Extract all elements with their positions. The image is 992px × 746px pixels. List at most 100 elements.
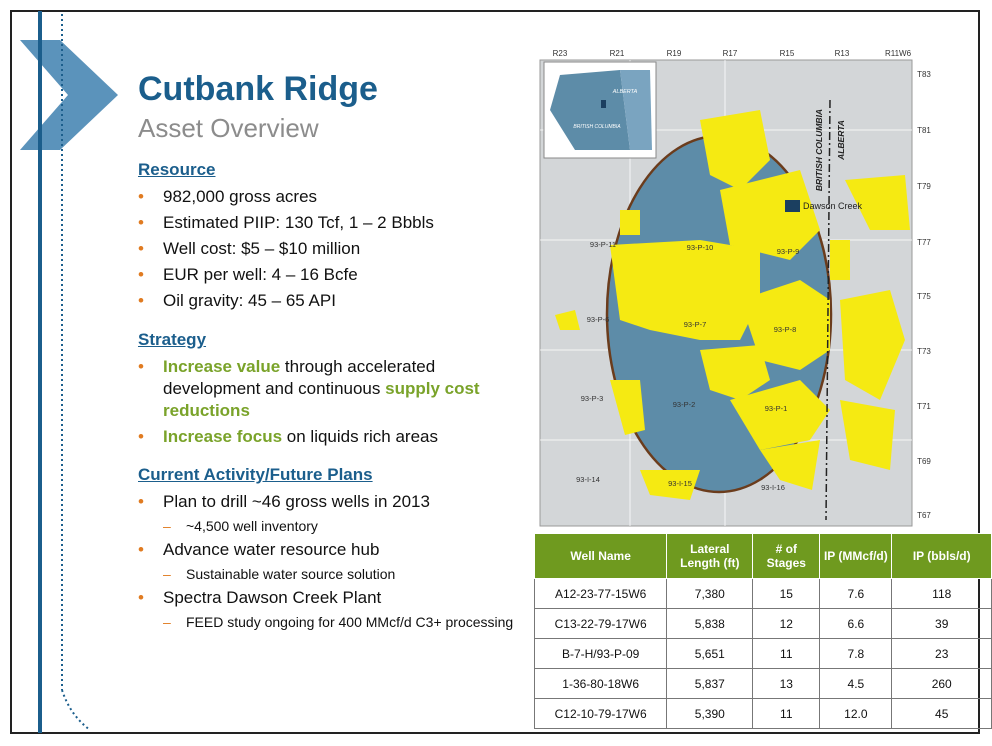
map: R23 R21 R19 R17 R15 R13 R11W6 T83 T81 T79 T77 T75 T7…	[539, 49, 931, 527]
column-header: Lateral Length (ft)	[666, 533, 754, 579]
block-label: 93-P-7	[684, 320, 707, 329]
table-row: C12-10-79-17W6 5,390 11 12.0 45	[533, 698, 992, 729]
table-cell: 15	[752, 578, 821, 609]
inset-label: ALBERTA	[612, 89, 638, 95]
table-cell: B-7-H/93-P-09	[533, 638, 668, 669]
bullet: Well cost: $5 – $10 million	[138, 238, 523, 260]
block-label: 93-P-2	[673, 400, 696, 409]
bullet: Oil gravity: 45 – 65 API	[138, 290, 523, 312]
city-label: Dawson Creek	[803, 201, 863, 211]
sub-bullet: FEED study ongoing for 400 MMcf/d C3+ pr…	[138, 613, 523, 631]
table-cell: 39	[891, 608, 992, 639]
table-cell: A12-23-77-15W6	[533, 578, 668, 609]
township-label: T75	[917, 292, 931, 301]
block-label: 93-I-14	[576, 475, 600, 484]
table-row: A12-23-77-15W6 7,380 15 7.6 118	[533, 578, 992, 609]
township-label: T71	[917, 402, 931, 411]
bullet-text: supply cost reductions	[163, 379, 480, 420]
sub-bullet: Sustainable water source solution	[138, 565, 523, 583]
table-cell: 7,380	[666, 578, 754, 609]
section-heading: Resource	[138, 160, 216, 179]
bullet-text: Estimated PIIP: 130 Tcf, 1 – 2 Bbbls	[163, 213, 434, 232]
table-cell: 12	[752, 608, 821, 639]
range-label: R11W6	[885, 49, 912, 58]
table-cell: C13-22-79-17W6	[533, 608, 668, 639]
bullet-text: Well cost: $5 – $10 million	[163, 239, 361, 258]
bullet: Spectra Dawson Creek Plant	[138, 587, 523, 609]
block-label: 93-P-11	[590, 240, 616, 249]
table-cell: 6.6	[819, 608, 893, 639]
table-cell: 7.6	[819, 578, 893, 609]
table-cell: 11	[752, 638, 821, 669]
table-row: B-7-H/93-P-09 5,651 11 7.8 23	[533, 638, 992, 669]
table-cell: 11	[752, 698, 821, 729]
table-cell: 260	[891, 668, 992, 699]
bullet: Advance water resource hub	[138, 539, 523, 561]
bullet-text: Spectra Dawson Creek Plant	[163, 588, 382, 607]
column-header: Well Name	[533, 533, 668, 579]
bullet: EUR per well: 4 – 16 Bcfe	[138, 264, 523, 286]
block-label: 93-I-15	[668, 479, 692, 488]
table-cell: 13	[752, 668, 821, 699]
table-cell: 5,837	[666, 668, 754, 699]
block-label: 93-P-8	[774, 325, 797, 334]
bullet-text: through accelerated development and cont…	[163, 357, 436, 398]
township-label: T69	[917, 457, 931, 466]
bullet-text: EUR per well: 4 – 16 Bcfe	[163, 265, 358, 284]
block-label: 93-P-9	[777, 247, 800, 256]
block-label: 93-P-3	[581, 394, 604, 403]
table-cell: 5,390	[666, 698, 754, 729]
range-label: R17	[723, 49, 738, 58]
inset-label: BRITISH COLUMBIA	[573, 124, 621, 130]
column-header: # of Stages	[752, 533, 821, 579]
table-row: 1-36-80-18W6 5,837 13 4.5 260	[533, 668, 992, 699]
section-heading: Current Activity/Future Plans	[138, 465, 373, 484]
subtitle: Asset Overview	[138, 113, 319, 143]
column-header: IP (bbls/d)	[891, 533, 992, 579]
sub-bullet: ~4,500 well inventory	[138, 517, 523, 535]
section: Current Activity/Future Plans Plan to dri…	[138, 465, 523, 635]
well-table: Well Name Lateral Length (ft) # of Stages I…	[533, 533, 992, 729]
section: Resource 982,000 gross acres Estimated PII…	[138, 160, 523, 316]
table-cell: 5,651	[666, 638, 754, 669]
section-heading: Strategy	[138, 330, 207, 349]
bullet-text: Advance water resource hub	[163, 540, 380, 559]
township-label: T77	[917, 238, 931, 247]
township-label: T81	[917, 126, 931, 135]
table-cell: 4.5	[819, 668, 893, 699]
table-cell: C12-10-79-17W6	[533, 698, 668, 729]
table-cell: 45	[891, 698, 992, 729]
township-label: T73	[917, 347, 931, 356]
block-label: 93-I-16	[761, 483, 785, 492]
table-cell: 23	[891, 638, 992, 669]
bullet: Increase focus on liquids rich areas	[138, 426, 523, 448]
township-label: T79	[917, 182, 931, 191]
bullet: Plan to drill ~46 gross wells in 2013	[138, 491, 523, 513]
border-label: BRITISH COLUMBIA	[814, 109, 824, 191]
table-cell: 7.8	[819, 638, 893, 669]
bullet-text: Plan to drill ~46 gross wells in 2013	[163, 492, 430, 511]
township-label: T83	[917, 70, 931, 79]
border-label: ALBERTA	[836, 120, 846, 161]
block-label: 93-P-10	[687, 243, 714, 252]
table-header: Well Name Lateral Length (ft) # of Stages I…	[533, 533, 992, 579]
table-cell: 12.0	[819, 698, 893, 729]
table-cell: 118	[891, 578, 992, 609]
title: Cutbank Ridge	[138, 70, 378, 108]
block-label: 93-P-6	[587, 315, 610, 324]
range-label: R21	[610, 49, 625, 58]
bullet-text: Increase focus	[163, 427, 283, 446]
range-label: R15	[780, 49, 795, 58]
bullet: Increase value through accelerated devel…	[138, 356, 523, 422]
bullet: Estimated PIIP: 130 Tcf, 1 – 2 Bbbls	[138, 212, 523, 234]
section: Strategy Increase value through accelerat…	[138, 330, 523, 452]
range-label: R19	[667, 49, 682, 58]
table-cell: 5,838	[666, 608, 754, 639]
block-label: 93-P-1	[765, 404, 788, 413]
bullet-text: on liquids rich areas	[282, 427, 438, 446]
column-header: IP (MMcf/d)	[819, 533, 893, 579]
table-cell: 1-36-80-18W6	[533, 668, 668, 699]
range-label: R13	[835, 49, 850, 58]
